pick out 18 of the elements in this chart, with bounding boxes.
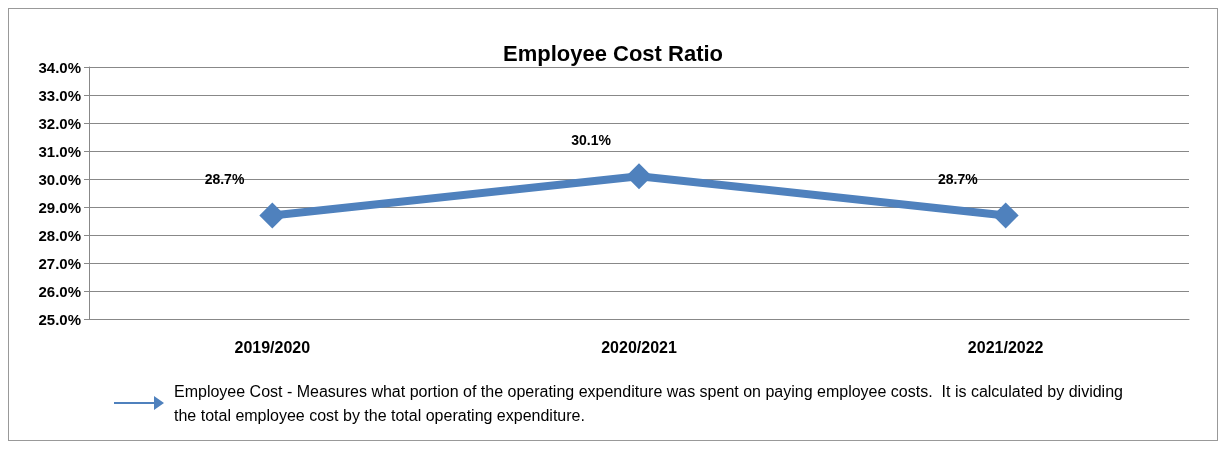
y-tick-label: 34.0% [38,58,81,76]
y-tick-label: 32.0% [38,114,81,132]
chart-title: Employee Cost Ratio [502,40,724,66]
data-label: 30.1% [571,132,612,149]
data-label: 28.7% [937,171,979,188]
y-tick-label: 26.0% [38,282,81,300]
data-label: 28.7% [204,171,245,188]
legend-label: Employee Cost - Measures what portion of the operating expenditure was spent on paying employee costs. It is calculated by dividing the total employee cost by the total operating expenditure. [174,382,1128,424]
x-tick-label: 2019/2020 [234,338,311,356]
y-tick-label: 30.0% [38,170,81,188]
y-tick-label: 31.0% [38,142,81,160]
y-tick-label: 33.0% [38,86,81,104]
y-tick-label: 28.0% [38,226,81,244]
x-tick-label: 2021/2022 [967,338,1044,356]
y-tick-label: 29.0% [38,198,81,216]
y-tick-label: 25.0% [38,310,81,328]
x-tick-label: 2020/2021 [601,338,677,356]
y-tick-label: 27.0% [38,254,81,272]
